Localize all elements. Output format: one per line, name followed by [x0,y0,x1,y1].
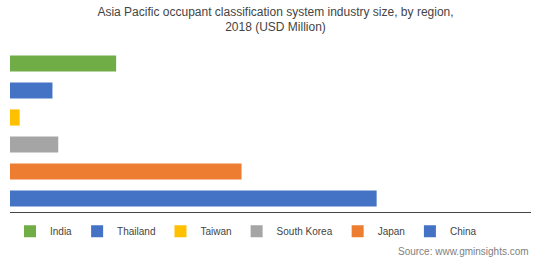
svg-text:China: China [450,226,477,237]
svg-text:South Korea: South Korea [277,226,333,237]
svg-text:Thailand: Thailand [117,226,155,237]
svg-text:Japan: Japan [378,226,405,237]
svg-text:Source: www.gminsights.com: Source: www.gminsights.com [398,246,529,257]
svg-text:India: India [50,226,72,237]
svg-text:Taiwan: Taiwan [200,226,231,237]
svg-text:Asia Pacific occupant classifi: Asia Pacific occupant classification sys… [97,5,453,35]
